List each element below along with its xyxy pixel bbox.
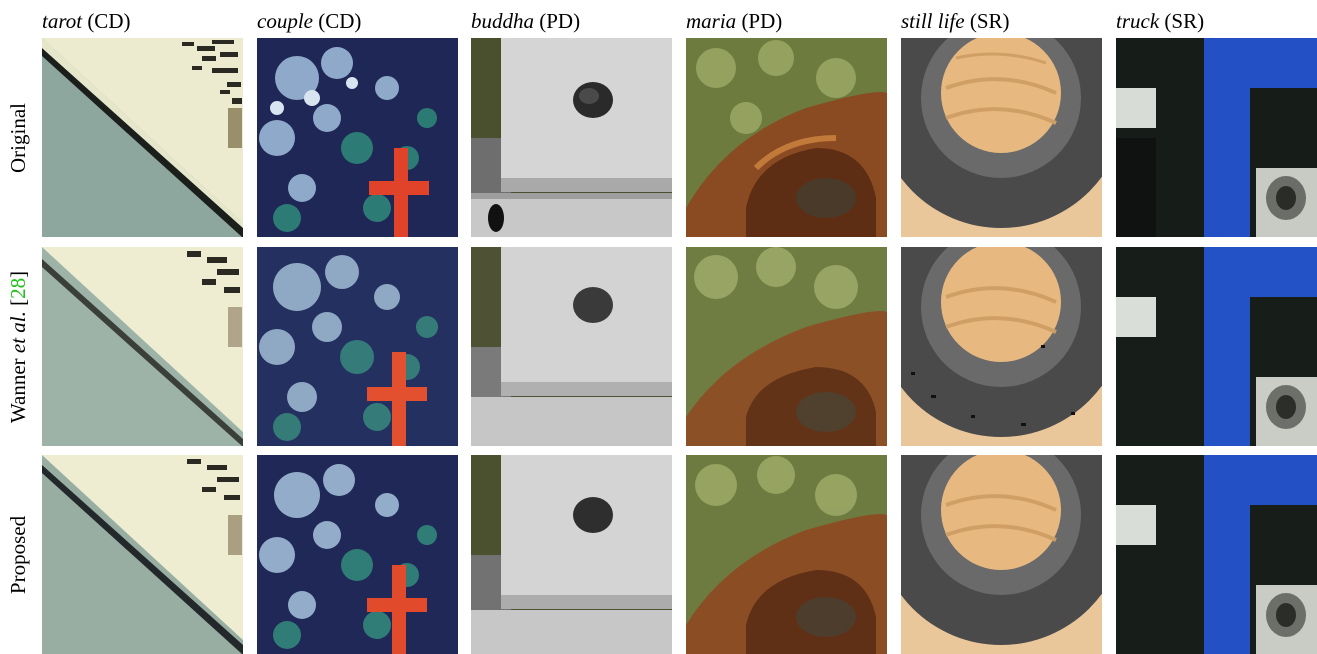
tile-tarot-proposed <box>42 455 243 654</box>
tile-couple-original <box>257 38 458 237</box>
col-tag: (CD) <box>87 9 131 33</box>
col-name: buddha <box>471 9 534 33</box>
label-etal: et al. <box>6 310 30 353</box>
col-tag: (SR) <box>1164 9 1205 33</box>
row-label-text: Wanner et al. [28] <box>5 270 31 422</box>
row-label-wanner: Wanner et al. [28] <box>0 247 36 446</box>
col-header-tarot: tarot (CD) <box>42 8 130 34</box>
tile-still-life-proposed <box>901 455 1102 654</box>
tile-still-life-original <box>901 38 1102 237</box>
label-author: Wanner <box>6 352 30 423</box>
col-name: still life <box>901 9 965 33</box>
row-label-text: Proposed <box>6 515 31 594</box>
tile-maria-proposed <box>686 455 887 654</box>
col-tag: (SR) <box>969 9 1010 33</box>
col-header-still-life: still life (SR) <box>901 8 1010 34</box>
tile-buddha-original <box>471 38 672 237</box>
tile-truck-proposed <box>1116 455 1317 654</box>
tile-maria-wanner <box>686 247 887 446</box>
row-label-proposed: Proposed <box>0 455 36 654</box>
col-header-buddha: buddha (PD) <box>471 8 580 34</box>
tile-tarot-wanner <box>42 247 243 446</box>
col-name: couple <box>257 9 313 33</box>
col-header-couple: couple (CD) <box>257 8 361 34</box>
col-tag: (CD) <box>318 9 362 33</box>
tile-truck-original <box>1116 38 1317 237</box>
row-label-text: Original <box>6 102 31 173</box>
citation-link[interactable]: 28 <box>6 277 30 299</box>
tile-tarot-original <box>42 38 243 237</box>
label-bracket-open: [ <box>6 298 30 311</box>
row-label-original: Original <box>0 38 36 237</box>
col-header-truck: truck (SR) <box>1116 8 1204 34</box>
col-tag: (PD) <box>539 9 581 33</box>
col-header-maria: maria (PD) <box>686 8 782 34</box>
tile-still-life-wanner <box>901 247 1102 446</box>
tile-maria-original <box>686 38 887 237</box>
tile-couple-proposed <box>257 455 458 654</box>
col-name: tarot <box>42 9 83 33</box>
col-tag: (PD) <box>741 9 783 33</box>
col-name: truck <box>1116 9 1160 33</box>
tile-couple-wanner <box>257 247 458 446</box>
tile-buddha-wanner <box>471 247 672 446</box>
tile-buddha-proposed <box>471 455 672 654</box>
tile-truck-wanner <box>1116 247 1317 446</box>
col-name: maria <box>686 9 737 33</box>
label-bracket-close: ] <box>6 270 30 278</box>
